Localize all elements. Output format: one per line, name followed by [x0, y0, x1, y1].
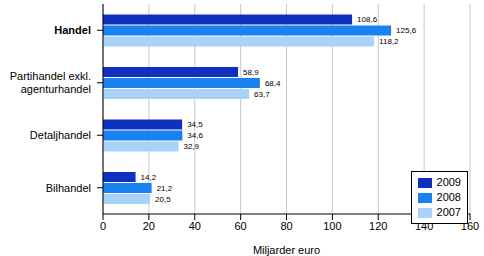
svg-text:14,2: 14,2	[141, 173, 157, 182]
svg-text:Bilhandel: Bilhandel	[46, 182, 91, 194]
svg-text:140: 140	[414, 219, 434, 232]
svg-text:Detaljhandel: Detaljhandel	[30, 129, 91, 141]
html-text:2007: 2007	[436, 206, 461, 218]
svg-text:63,7: 63,7	[254, 90, 270, 99]
svg-text:20,5: 20,5	[155, 195, 171, 204]
svg-text:34,5: 34,5	[187, 120, 203, 129]
svg-text:68,4: 68,4	[265, 79, 281, 88]
svg-text:40: 40	[189, 220, 201, 232]
svg-text:80: 80	[280, 220, 292, 232]
svg-text:Handel: Handel	[54, 24, 91, 36]
svg-text:32,9: 32,9	[183, 142, 199, 151]
svg-text:100: 100	[323, 220, 341, 232]
html-text:2008: 2008	[436, 191, 461, 203]
svg-text:58,9: 58,9	[243, 68, 259, 77]
svg-text:125,6: 125,6	[396, 26, 417, 35]
svg-text:34,6: 34,6	[187, 131, 203, 140]
svg-text:118,2: 118,2	[379, 37, 399, 46]
svg-text:0: 0	[100, 220, 106, 232]
svg-text:120: 120	[369, 220, 387, 232]
svg-text:Partihandel exkl.agenturhandel: Partihandel exkl.agenturhandel	[10, 70, 91, 95]
svg-text:60: 60	[235, 220, 247, 232]
svg-text:Miljarder euro: Miljarder euro	[253, 244, 320, 256]
svg-text:20: 20	[143, 220, 155, 232]
svg-text:108,6: 108,6	[357, 15, 378, 24]
svg-text:21,2: 21,2	[157, 184, 173, 193]
html-text:2009: 2009	[436, 176, 461, 188]
